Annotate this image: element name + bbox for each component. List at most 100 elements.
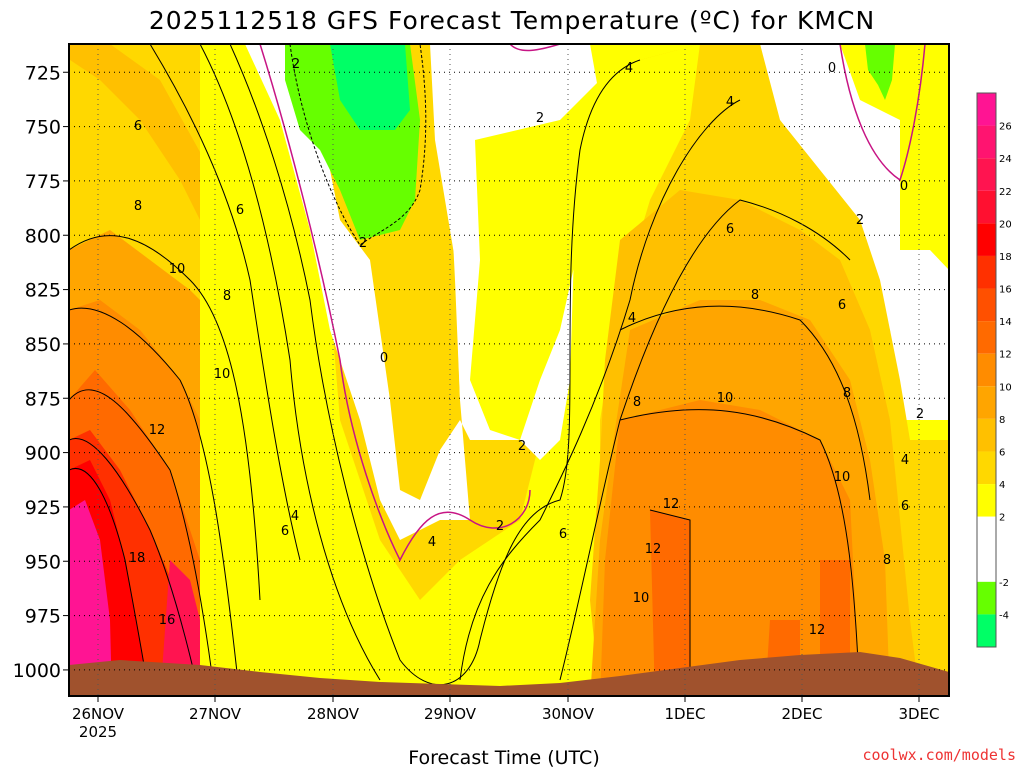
colorbar-tick-label: 4 xyxy=(999,480,1005,491)
colorbar-tick-label: 2 xyxy=(999,513,1005,524)
y-tick-label: 775 xyxy=(25,171,61,193)
contour-label: 6 xyxy=(236,203,244,218)
contour-label: 2 xyxy=(518,439,526,454)
contour-zero-west xyxy=(259,44,531,562)
contour-minus2 xyxy=(289,44,427,246)
y-tick-label: 925 xyxy=(25,497,61,519)
contour-label: 16 xyxy=(159,613,176,628)
y-tick-label: 750 xyxy=(25,117,61,139)
x-tick-label: 29NOV xyxy=(424,705,477,723)
contour-label: 12 xyxy=(809,623,826,638)
contour-label: 12 xyxy=(663,497,680,512)
colorbar-tick-label: -4 xyxy=(999,610,1009,621)
colorbar-band xyxy=(977,321,996,354)
colorbar-tick-label: 20 xyxy=(999,219,1012,230)
contour-label: 2 xyxy=(916,407,924,422)
y-tick-label: 975 xyxy=(25,606,61,628)
contour-label: 10 xyxy=(717,391,734,406)
y-tick-label: 950 xyxy=(25,551,61,573)
x-year-label: 2025 xyxy=(79,723,117,741)
x-tick-label: 30NOV xyxy=(542,705,595,723)
colorbar-band xyxy=(977,581,996,615)
contour-label: 0 xyxy=(828,61,836,76)
contour-label: 4 xyxy=(625,61,633,76)
x-axis-label: Forecast Time (UTC) xyxy=(408,747,599,768)
region-6to8-upper xyxy=(70,44,240,250)
colorbar-band xyxy=(977,125,996,159)
contour-label: 10 xyxy=(169,262,186,277)
colorbar-band xyxy=(977,451,996,485)
colorbar-band xyxy=(977,353,996,387)
colorbar-band xyxy=(977,484,996,517)
contour-label: 4 xyxy=(901,453,909,468)
colorbar-tick-label: -2 xyxy=(999,578,1009,589)
y-tick-label: 850 xyxy=(25,334,61,356)
colorbar-tick-label: 16 xyxy=(999,285,1012,296)
colorbar-band xyxy=(977,93,996,126)
region-minus2-east xyxy=(865,44,895,100)
contour-label: 2 xyxy=(359,236,367,251)
colorbar-band xyxy=(977,255,996,289)
contour-label: 10 xyxy=(633,591,650,606)
y-tick-label: 825 xyxy=(25,280,61,302)
colorbar-tick-label: 14 xyxy=(999,317,1012,328)
contour-label: 4 xyxy=(726,95,734,110)
contour-label: 6 xyxy=(559,527,567,542)
contour-10 xyxy=(69,307,861,696)
plot-frame xyxy=(68,43,950,697)
x-tick-label: 2DEC xyxy=(781,705,822,723)
region-near-zero-east xyxy=(760,44,949,420)
contour-label: 6 xyxy=(134,119,142,134)
contour-label: 0 xyxy=(900,179,908,194)
x-axis: 26NOV 27NOV 28NOV 29NOV 30NOV 1DEC 2DEC 3DEC xyxy=(72,696,940,723)
chart-title: 2025112518 GFS Forecast Temperature (ºC)… xyxy=(149,6,875,35)
contour-label: 8 xyxy=(883,553,891,568)
colorbar-band xyxy=(977,614,996,647)
contour-8 xyxy=(69,235,871,601)
y-axis: 725 750 775 800 825 850 875 900 925 950 975 1000 xyxy=(13,62,69,682)
x-tick-label: 3DEC xyxy=(898,705,939,723)
y-tick-label: 725 xyxy=(25,62,61,84)
x-tick-label: 1DEC xyxy=(664,705,705,723)
colorbar-band xyxy=(977,158,996,191)
contour-label: 6 xyxy=(281,524,289,539)
contour-label: 2 xyxy=(496,519,504,534)
contour-2 xyxy=(229,44,641,686)
contour-label: 8 xyxy=(843,386,851,401)
colorbar-tick-label: 18 xyxy=(999,252,1012,263)
contour-label: 8 xyxy=(134,199,142,214)
contour-label: 12 xyxy=(149,423,166,438)
surface-terrain xyxy=(69,652,949,696)
colorbar-band xyxy=(977,223,996,256)
colorbar-tick-label: 6 xyxy=(999,447,1005,458)
y-tick-label: 875 xyxy=(25,388,61,410)
contour-label: 0 xyxy=(380,351,388,366)
credit-link[interactable]: coolwx.com/models xyxy=(862,746,1016,764)
colorbar-tick-label: 8 xyxy=(999,415,1005,426)
colorbar-tick-label: 12 xyxy=(999,350,1012,361)
contour-label: 2 xyxy=(536,111,544,126)
colorbar-band xyxy=(977,386,996,419)
plot-fill-layer xyxy=(69,44,949,696)
colorbar-tick-label: 22 xyxy=(999,187,1012,198)
contour-label: 8 xyxy=(751,288,759,303)
colorbar-band xyxy=(977,190,996,224)
region-over-20 xyxy=(69,500,112,696)
y-tick-label: 900 xyxy=(25,443,61,465)
contour-zero-top xyxy=(509,44,561,52)
x-tick-label: 28NOV xyxy=(307,705,360,723)
colorbar: 26 24 22 20 18 16 14 12 10 8 6 4 2 -2 -4 xyxy=(976,92,1012,648)
region-12-pocket-a xyxy=(650,510,690,696)
y-tick-label: 800 xyxy=(25,225,61,247)
colorbar-band xyxy=(977,516,996,582)
y-tick-label: 1000 xyxy=(13,660,61,682)
contour-label: 4 xyxy=(428,535,436,550)
colorbar-tick-label: 24 xyxy=(999,154,1012,165)
x-tick-label: 26NOV xyxy=(72,705,125,723)
contour-zero-east xyxy=(839,44,926,182)
contour-label: 8 xyxy=(633,395,641,410)
contour-label: 4 xyxy=(628,311,636,326)
colorbar-tick-label: 26 xyxy=(999,122,1012,133)
